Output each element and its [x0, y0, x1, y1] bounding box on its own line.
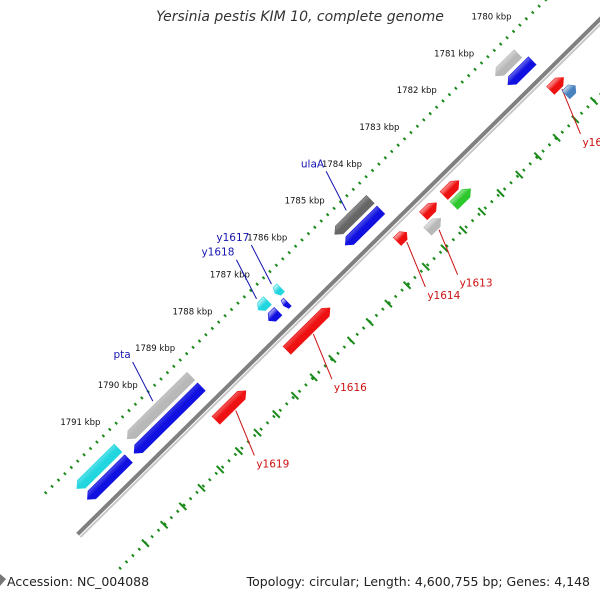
scale-tick — [346, 336, 356, 345]
gene-label-leader — [325, 171, 347, 211]
gene-y1617 — [272, 283, 285, 296]
gene-label-leader — [250, 244, 272, 285]
gene-cds-17 — [419, 202, 437, 221]
gene-cds-1 — [507, 56, 537, 85]
gene-y1612 — [546, 77, 564, 95]
gene-label: y1614 — [427, 290, 460, 302]
gene-pta — [127, 371, 196, 440]
gene-cds-14 — [439, 180, 460, 200]
scale-tick — [496, 188, 505, 198]
gene-y1614 — [392, 231, 408, 246]
scale-tick-label: 1789 kbp — [135, 344, 175, 354]
gene-cds-3 — [345, 205, 386, 246]
scale-tick — [159, 520, 169, 530]
gene-gene-0 — [495, 49, 523, 77]
map-edge-marker — [0, 574, 6, 586]
gene-y1613 — [423, 218, 442, 236]
scale-tick-label: 1784 kbp — [322, 160, 362, 170]
gene-label: y1617 — [216, 232, 249, 244]
scale-tick-label: 1785 kbp — [285, 197, 325, 207]
scale-tick-label: 1788 kbp — [172, 307, 212, 317]
gene-gene-13 — [561, 84, 577, 100]
scale-tick — [402, 280, 412, 290]
gene-ulaA — [334, 194, 375, 235]
scale-tick — [458, 225, 468, 235]
gene-cds-11 — [87, 454, 133, 500]
gene-y1618 — [257, 296, 272, 311]
scale-tick-label: 1791 kbp — [60, 418, 100, 428]
scale-tick — [515, 170, 524, 179]
genome-backbone-shadow — [79, 23, 600, 538]
gene-label-leader — [406, 241, 426, 288]
scale-tick — [365, 317, 374, 327]
scale-tick — [384, 299, 393, 308]
scale-tick — [215, 465, 225, 474]
scale-tick — [533, 151, 543, 161]
scale-tick — [589, 96, 599, 106]
gene-label: y1619 — [256, 458, 289, 470]
scale-tick — [141, 538, 150, 548]
scale-tick — [234, 446, 244, 456]
gene-label: y1612 — [582, 137, 600, 149]
gene-label: y1618 — [201, 247, 234, 259]
map-title: Yersinia pestis KIM 10, complete genome — [156, 9, 444, 25]
scale-tick — [290, 391, 300, 401]
gene-label-leader — [312, 333, 333, 380]
scale-tick-label: 1780 kbp — [472, 12, 512, 22]
gene-label-leader — [132, 361, 154, 402]
accession-text: Accession: NC_004088 — [7, 574, 150, 589]
gene-label-leader — [438, 229, 459, 275]
gene-y1619 — [211, 390, 247, 425]
scale-tick — [197, 483, 206, 493]
gene-label: pta — [113, 349, 130, 361]
gene-gene-10 — [76, 443, 123, 489]
scale-tick-label: 1783 kbp — [359, 123, 399, 133]
gene-label: ulaA — [301, 158, 325, 170]
scale-tick — [477, 207, 487, 216]
gene-label: y1613 — [460, 278, 493, 290]
genome-summary-text: Topology: circular; Length: 4,600,755 bp… — [246, 574, 590, 589]
scale-tick — [178, 502, 188, 511]
scale-tick — [421, 262, 431, 272]
gene-label: y1616 — [334, 382, 367, 394]
gene-label-leader — [235, 410, 255, 456]
gene-y1616 — [282, 307, 331, 355]
gene-cds-7 — [267, 306, 283, 322]
gene-cds-9 — [133, 382, 206, 454]
gene-cds-5 — [280, 297, 292, 309]
scale-tick-label: 1790 kbp — [98, 381, 138, 391]
genome-backbone — [76, 16, 600, 536]
scale-tick — [272, 409, 281, 419]
scale-tick — [552, 133, 561, 143]
gene-label-leader — [235, 259, 257, 300]
scale-tick-label: 1787 kbp — [210, 270, 250, 280]
scale-tick-label: 1782 kbp — [397, 86, 437, 96]
scale-tick — [328, 354, 337, 364]
scale-tick — [253, 428, 262, 437]
scale-tick-label: 1781 kbp — [434, 49, 474, 59]
scale-tick — [309, 373, 318, 382]
scale-tick — [440, 244, 449, 253]
gene-label-leader — [561, 88, 581, 135]
scale-tick-label: 1786 kbp — [247, 234, 287, 244]
gene-gene-15 — [449, 188, 471, 210]
